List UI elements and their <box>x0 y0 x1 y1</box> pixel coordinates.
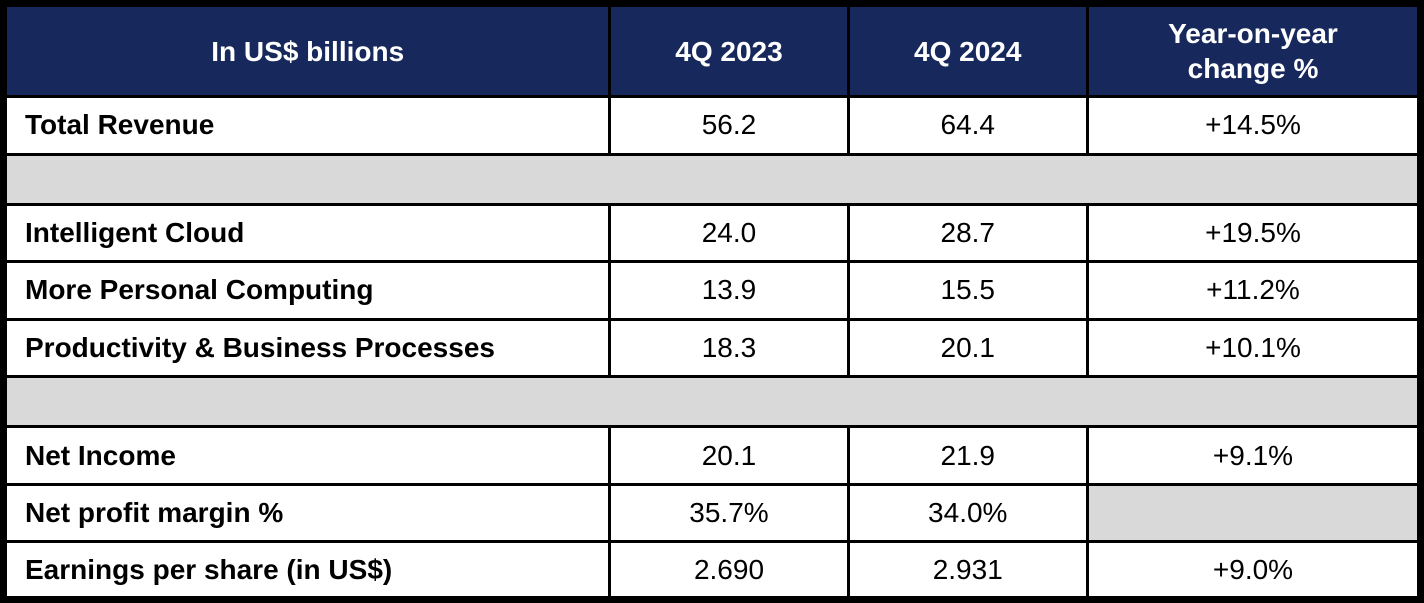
value-yoy: +14.5% <box>1085 95 1423 156</box>
value-4q2023: 18.3 <box>608 317 850 379</box>
value-yoy: +9.1% <box>1085 425 1423 486</box>
header-4q2023: 4Q 2023 <box>608 2 850 98</box>
header-yoy-change: Year-on-year change % <box>1085 2 1423 98</box>
row-label: Intelligent Cloud <box>1 202 612 264</box>
value-4q2024: 21.9 <box>846 425 1089 486</box>
value-4q2023: 24.0 <box>608 202 850 264</box>
spacer-cell <box>2 152 1422 206</box>
table-row-productivity-business-processes: Productivity & Business Processes 18.3 2… <box>1 317 1423 379</box>
row-label: Earnings per share (in US$) <box>1 540 612 601</box>
spacer-cell <box>2 375 1422 429</box>
table-row-intelligent-cloud: Intelligent Cloud 24.0 28.7 +19.5% <box>1 202 1423 264</box>
table-row-net-profit-margin: Net profit margin % 35.7% 34.0% <box>1 482 1423 544</box>
row-label: More Personal Computing <box>1 260 612 321</box>
value-4q2024: 2.931 <box>846 540 1089 601</box>
header-4q2024: 4Q 2024 <box>846 2 1089 98</box>
value-4q2024: 34.0% <box>846 482 1089 544</box>
value-4q2024: 64.4 <box>846 95 1089 156</box>
header-row: In US$ billions 4Q 2023 4Q 2024 Year-on-… <box>1 2 1423 98</box>
spacer-band <box>2 152 1422 206</box>
value-yoy: +9.0% <box>1085 540 1423 601</box>
value-yoy-empty <box>1085 482 1423 544</box>
value-4q2024: 15.5 <box>846 260 1089 321</box>
table-row-total-revenue: Total Revenue 56.2 64.4 +14.5% <box>1 95 1423 156</box>
table-row-net-income: Net Income 20.1 21.9 +9.1% <box>1 425 1423 486</box>
row-label: Total Revenue <box>1 95 612 156</box>
value-4q2023: 56.2 <box>608 95 850 156</box>
value-4q2023: 13.9 <box>608 260 850 321</box>
row-label: Net profit margin % <box>1 482 612 544</box>
value-4q2024: 28.7 <box>846 202 1089 264</box>
value-yoy: +11.2% <box>1085 260 1423 321</box>
table-row-earnings-per-share: Earnings per share (in US$) 2.690 2.931 … <box>1 540 1423 601</box>
table-row-more-personal-computing: More Personal Computing 13.9 15.5 +11.2% <box>1 260 1423 321</box>
spacer-band <box>2 375 1422 429</box>
value-4q2024: 20.1 <box>846 317 1089 379</box>
header-metric-column: In US$ billions <box>1 2 612 98</box>
value-yoy: +19.5% <box>1085 202 1423 264</box>
value-4q2023: 2.690 <box>608 540 850 601</box>
value-4q2023: 20.1 <box>608 425 850 486</box>
row-label: Net Income <box>1 425 612 486</box>
row-label: Productivity & Business Processes <box>1 317 612 379</box>
value-yoy: +10.1% <box>1085 317 1423 379</box>
value-4q2023: 35.7% <box>608 482 850 544</box>
